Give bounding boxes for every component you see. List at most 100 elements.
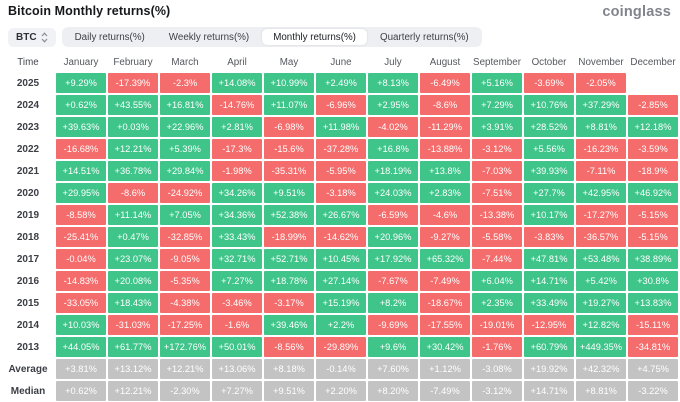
return-cell: -8.58% <box>56 205 106 225</box>
return-cell: -2.85% <box>628 95 678 115</box>
return-cell: -36.57% <box>576 227 626 247</box>
return-cell: +10.76% <box>524 95 574 115</box>
return-cell: +34.36% <box>212 205 262 225</box>
table-row: 2013 +44.05% +61.77% +172.76% +50.01% -8.56% -… <box>2 337 680 357</box>
tab-daily-returns[interactable]: Daily returns(%) <box>64 29 156 45</box>
return-cell: -7.49% <box>420 381 470 401</box>
return-cell: -4.6% <box>420 205 470 225</box>
return-cell: +12.82% <box>576 315 626 335</box>
return-cell: +8.2% <box>368 293 418 313</box>
return-cell: +50.01% <box>212 337 262 357</box>
return-cell: -7.03% <box>472 161 522 181</box>
return-cell: +29.84% <box>160 161 210 181</box>
return-cell: -9.27% <box>420 227 470 247</box>
return-cell: -17.27% <box>576 205 626 225</box>
return-cell: +2.49% <box>316 73 366 93</box>
return-cell: -19.01% <box>472 315 522 335</box>
return-cell: -18.99% <box>264 227 314 247</box>
column-header: September <box>473 56 521 68</box>
return-cell: +39.46% <box>264 315 314 335</box>
return-cell: -7.67% <box>368 271 418 291</box>
return-cell: -17.39% <box>108 73 158 93</box>
row-label: 2021 <box>16 165 40 177</box>
return-cell: +13.12% <box>108 359 158 379</box>
row-label: 2014 <box>16 319 40 331</box>
return-cell: +61.77% <box>108 337 158 357</box>
topbar: Bitcoin Monthly returns(%) coinglass <box>0 0 680 20</box>
return-cell: -7.44% <box>472 249 522 269</box>
return-cell: +6.04% <box>472 271 522 291</box>
return-cell: +26.67% <box>316 205 366 225</box>
return-cell: +8.20% <box>368 381 418 401</box>
return-cell: -8.6% <box>420 95 470 115</box>
return-cell: -7.11% <box>576 161 626 181</box>
return-cell: +11.07% <box>264 95 314 115</box>
return-cell: +20.96% <box>368 227 418 247</box>
return-cell: -13.88% <box>420 139 470 159</box>
tab-quarterly-returns[interactable]: Quarterly returns(%) <box>369 29 480 45</box>
return-cell: +7.27% <box>212 271 262 291</box>
coin-selector-label: BTC <box>16 31 37 43</box>
return-cell: -17.55% <box>420 315 470 335</box>
return-cell: -17.25% <box>160 315 210 335</box>
return-cell: -5.15% <box>628 205 678 225</box>
return-cell: -12.95% <box>524 315 574 335</box>
tab-weekly-returns[interactable]: Weekly returns(%) <box>158 29 260 45</box>
tab-monthly-returns[interactable]: Monthly returns(%) <box>262 29 367 45</box>
return-cell: -3.59% <box>628 139 678 159</box>
return-cell: -4.02% <box>368 117 418 137</box>
return-cell: +16.8% <box>368 139 418 159</box>
return-cell: +53.48% <box>576 249 626 269</box>
row-label: Median <box>10 385 46 397</box>
return-cell: +20.08% <box>108 271 158 291</box>
column-header: March <box>171 56 199 68</box>
table-row: Median +0.62% +12.21% -2.30% +7.27% +9.51% +2.… <box>2 381 680 401</box>
return-cell: +9.6% <box>368 337 418 357</box>
return-cell: +60.79% <box>524 337 574 357</box>
return-cell: +14.71% <box>524 271 574 291</box>
return-cell: -37.28% <box>316 139 366 159</box>
return-cell: -2.05% <box>576 73 626 93</box>
column-header: January <box>63 56 99 68</box>
return-cell: -6.59% <box>368 205 418 225</box>
return-cell: +18.78% <box>264 271 314 291</box>
return-cell: +17.92% <box>368 249 418 269</box>
return-cell: -7.49% <box>420 271 470 291</box>
row-label: 2015 <box>16 297 40 309</box>
return-cell: +11.14% <box>108 205 158 225</box>
row-label: 2023 <box>16 121 40 133</box>
return-cell: +5.39% <box>160 139 210 159</box>
column-header: October <box>531 56 567 68</box>
return-cell: +9.51% <box>264 183 314 203</box>
return-cell: +10.45% <box>316 249 366 269</box>
return-cell: +449.35% <box>576 337 626 357</box>
return-cell: -15.6% <box>264 139 314 159</box>
row-label: 2016 <box>16 275 40 287</box>
return-cell: -0.14% <box>316 359 366 379</box>
return-cell: +22.96% <box>160 117 210 137</box>
return-cell: -29.89% <box>316 337 366 357</box>
coin-selector[interactable]: BTC <box>8 27 56 47</box>
return-cell: +7.29% <box>472 95 522 115</box>
return-cell: -35.31% <box>264 161 314 181</box>
return-cell: +7.27% <box>212 381 262 401</box>
return-cell: -1.76% <box>472 337 522 357</box>
return-cell: +38.89% <box>628 249 678 269</box>
table-row: 2020 +29.95% -8.6% -24.92% +34.26% +9.51% -3.1… <box>2 183 680 203</box>
return-cell: +8.18% <box>264 359 314 379</box>
table-row: Average +3.81% +13.12% +12.21% +13.06% +8.18%… <box>2 359 680 379</box>
return-cell: -7.51% <box>472 183 522 203</box>
return-cell: +46.92% <box>628 183 678 203</box>
return-cell: -33.05% <box>56 293 106 313</box>
return-cell: +5.42% <box>576 271 626 291</box>
return-cell: -1.6% <box>212 315 262 335</box>
return-cell: -18.67% <box>420 293 470 313</box>
return-cell: +19.92% <box>524 359 574 379</box>
return-cell: +24.03% <box>368 183 418 203</box>
column-header: July <box>384 56 402 68</box>
return-cell: -3.46% <box>212 293 262 313</box>
return-cell: +13.06% <box>212 359 262 379</box>
return-cell: +12.18% <box>628 117 678 137</box>
return-cell: -18.9% <box>628 161 678 181</box>
